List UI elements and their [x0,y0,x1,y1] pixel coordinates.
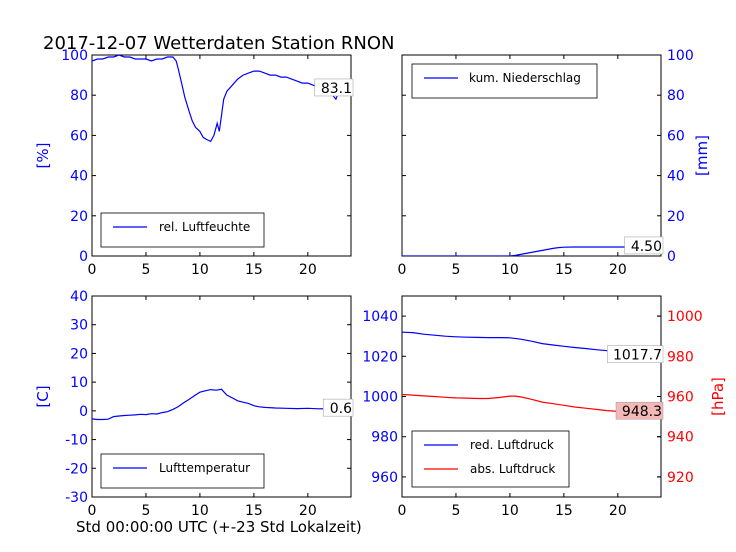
y-tick-label: -20 [65,461,88,477]
series-line-rel-luftfeuchte [92,55,351,143]
plot-frame [91,54,352,257]
y-tick-label: 10 [70,375,88,391]
x-tick-label: 0 [88,262,97,278]
x-tick-label: 20 [299,503,317,519]
y-axis-label: [C] [34,385,52,407]
last-value-label: 0.6 [330,401,352,417]
y-tick-label: 100 [61,48,88,64]
last-value-label-box [624,236,664,255]
legend-box [100,453,265,489]
legend-box [100,212,265,248]
panel-humidity: 0 5 10 15 20 0 20 40 60 80 100 [%] 83.1 rel. Luftfeuc… [34,48,354,278]
x-tick-label: 10 [501,262,519,278]
figure-title: 2017-12-07 Wetterdaten Station RNON [43,33,394,54]
y-tick-label: 60 [70,128,88,144]
legend-label: rel. Luftfeuchte [159,220,250,234]
x-tick-label: 5 [141,503,150,519]
x-tick-label: 5 [141,262,150,278]
y-tick-label: 20 [70,209,88,225]
x-tick-label: 20 [609,503,627,519]
x-tick-label: 0 [398,262,407,278]
legend-box [411,430,570,488]
figure-xlabel: Std 00:00:00 UTC (+-23 Std Lokalzeit) [76,518,362,536]
y-tick-label: 0 [667,249,676,265]
y-tick-label: 80 [70,88,88,104]
panel-temperature: 0 5 10 15 20 -30 -20 -10 0 10 20 30 40 [C] 0.6 Lufttemp… [34,289,354,519]
y-tick-label: 60 [667,128,685,144]
y-tick-label-right: 960 [667,390,694,406]
legend-label: Lufttemperatur [159,461,250,475]
x-tick-label: 15 [245,503,263,519]
y-tick-label: 20 [667,209,685,225]
y-tick-label: 0 [79,249,88,265]
x-tick-label: 15 [555,503,573,519]
y-axis-label: [%] [34,143,52,169]
last-value-label: 4.50 [631,239,662,255]
x-tick-label: 5 [451,503,460,519]
y-tick-label-right: 980 [667,349,694,365]
legend-label: red. Luftdruck [470,438,554,452]
x-tick-label: 10 [191,262,209,278]
last-value-abs-label-box [615,401,664,420]
y-tick-label: 980 [371,430,398,446]
y-tick-label: 1020 [362,349,398,365]
x-tick-label: 20 [609,262,627,278]
y-tick-label: -30 [65,490,88,506]
x-tick-label: 15 [555,262,573,278]
y-axis-label: [mm] [693,135,711,176]
y-axis-label-right: [hPa] [709,377,727,416]
last-value-red-label: 1017.7 [613,348,662,364]
x-tick-label: 10 [501,503,519,519]
x-tick-label: 15 [245,262,263,278]
y-tick-label-right: 940 [667,430,694,446]
y-tick-label: 30 [70,318,88,334]
series-line-lufttemperatur [92,388,351,421]
last-value-label: 83.1 [321,81,352,97]
y-tick-label: 1000 [362,390,398,406]
y-tick-label: -10 [65,433,88,449]
plot-frame [91,295,352,498]
y-tick-label: 40 [667,169,685,185]
y-tick-label: 0 [79,404,88,420]
x-tick-label: 5 [451,262,460,278]
y-tick-label: 1040 [362,309,398,325]
y-tick-label: 100 [667,48,694,64]
x-tick-label: 0 [398,503,407,519]
plot-frame [401,54,662,257]
x-tick-label: 0 [88,503,97,519]
panel-precipitation: 0 5 10 15 20 0 20 40 60 80 100 [mm] 4.50 kum. Nieders… [398,48,711,278]
last-value-label-box [322,398,354,417]
y-tick-label: 20 [70,346,88,362]
legend-box [411,63,598,99]
y-tick-label-right: 1000 [667,309,703,325]
legend-label: abs. Luftdruck [470,462,555,476]
x-tick-label: 20 [299,262,317,278]
last-value-label-box [314,78,354,97]
y-tick-label: 40 [70,169,88,185]
y-tick-label: 40 [70,289,88,305]
x-tick-label: 10 [191,503,209,519]
last-value-abs-label: 948.3 [622,404,662,420]
panel-pressure: 0 5 10 15 20 960 980 1000 1020 1040 920 940 960 980 10… [362,295,727,519]
y-tick-label: 960 [371,470,398,486]
y-tick-label-right: 920 [667,470,694,486]
legend-label: kum. Niederschlag [469,71,581,85]
series-line-kum-niederschlag [402,246,661,256]
y-tick-label: 80 [667,88,685,104]
last-value-red-label-box [607,345,664,363]
